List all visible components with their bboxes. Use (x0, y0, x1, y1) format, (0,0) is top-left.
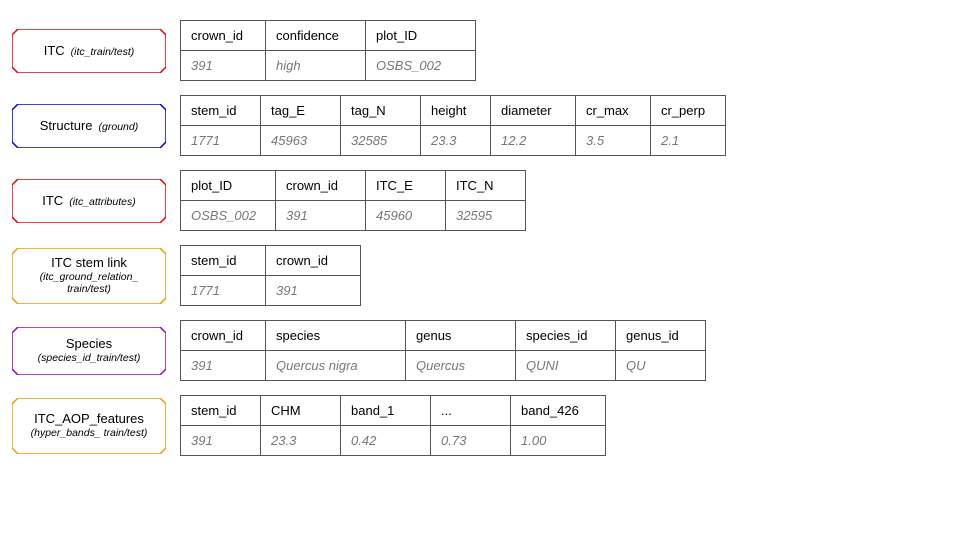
schema-row: ITC stem link(itc_ground_relation_ train… (12, 245, 940, 306)
cell-value: 0.42 (341, 426, 431, 456)
cell-value: 1771 (181, 126, 261, 156)
entity-table: crown_idconfidenceplot_ID 391highOSBS_002 (180, 20, 476, 81)
entity-label-box: Species(species_id_train/test) (12, 327, 166, 375)
column-header: species (266, 321, 406, 351)
column-header: stem_id (181, 396, 261, 426)
schema-diagram: ITC(itc_train/test)crown_idconfidenceplo… (12, 20, 940, 456)
entity-label-box: ITC (itc_attributes) (12, 179, 166, 223)
cell-value: 1.00 (511, 426, 606, 456)
column-header: ITC_E (366, 171, 446, 201)
column-header: stem_id (181, 246, 266, 276)
cell-value: Quercus nigra (266, 351, 406, 381)
column-header: confidence (266, 21, 366, 51)
column-header: stem_id (181, 96, 261, 126)
cell-value: OSBS_002 (366, 51, 476, 81)
schema-row: ITC_AOP_features(hyper_bands_ train/test… (12, 395, 940, 456)
cell-value: QU (616, 351, 706, 381)
cell-value: 23.3 (261, 426, 341, 456)
cell-value: Quercus (406, 351, 516, 381)
column-header: crown_id (181, 21, 266, 51)
entity-title: ITC stem link (51, 255, 127, 271)
entity-title: ITC_AOP_features (34, 411, 144, 427)
cell-value: 45960 (366, 201, 446, 231)
entity-title: ITC (42, 193, 63, 209)
entity-subtitle: (itc_attributes) (69, 196, 136, 209)
entity-label-box: ITC stem link(itc_ground_relation_ train… (12, 248, 166, 304)
cell-value: 2.1 (651, 126, 726, 156)
cell-value: 0.73 (431, 426, 511, 456)
cell-value: 391 (181, 51, 266, 81)
column-header: tag_N (341, 96, 421, 126)
column-header: diameter (491, 96, 576, 126)
cell-value: 391 (181, 426, 261, 456)
column-header: tag_E (261, 96, 341, 126)
entity-table: stem_idCHMband_1...band_426 39123.30.420.… (180, 395, 606, 456)
column-header: band_1 (341, 396, 431, 426)
entity-subtitle: (hyper_bands_ train/test) (31, 427, 148, 440)
column-header: species_id (516, 321, 616, 351)
column-header: height (421, 96, 491, 126)
cell-value: 32585 (341, 126, 421, 156)
cell-value: 12.2 (491, 126, 576, 156)
column-header: cr_max (576, 96, 651, 126)
entity-label-box: ITC_AOP_features(hyper_bands_ train/test… (12, 398, 166, 454)
entity-table: stem_idcrown_id1771391 (180, 245, 361, 306)
cell-value: 1771 (181, 276, 266, 306)
cell-value: 3.5 (576, 126, 651, 156)
column-header: crown_id (266, 246, 361, 276)
cell-value: OSBS_002 (181, 201, 276, 231)
column-header: plot_ID (366, 21, 476, 51)
cell-value: 45963 (261, 126, 341, 156)
cell-value: QUNI (516, 351, 616, 381)
cell-value: 391 (276, 201, 366, 231)
column-header: CHM (261, 396, 341, 426)
column-header: band_426 (511, 396, 606, 426)
column-header: plot_ID (181, 171, 276, 201)
column-header: crown_id (181, 321, 266, 351)
entity-title: Structure (40, 118, 93, 134)
cell-value: 391 (181, 351, 266, 381)
cell-value: 23.3 (421, 126, 491, 156)
entity-label-box: Structure (ground) (12, 104, 166, 148)
column-header: ... (431, 396, 511, 426)
entity-table: plot_IDcrown_idITC_EITC_N OSBS_0023914596… (180, 170, 526, 231)
entity-title: Species (66, 336, 112, 352)
cell-value: 391 (266, 276, 361, 306)
entity-label-box: ITC (itc_train/test) (12, 29, 166, 73)
schema-row: Structure (ground) stem_idtag_Etag_Nheight… (12, 95, 940, 156)
entity-title: ITC (44, 43, 65, 59)
entity-table: stem_idtag_Etag_Nheightdiametercr_maxcr_… (180, 95, 726, 156)
column-header: genus_id (616, 321, 706, 351)
column-header: crown_id (276, 171, 366, 201)
cell-value: 32595 (446, 201, 526, 231)
column-header: genus (406, 321, 516, 351)
schema-row: ITC (itc_train/test) crown_idconfidenceplo… (12, 20, 940, 81)
schema-row: ITC(itc_attributes)plot_IDcrown_idITC_EI… (12, 170, 940, 231)
column-header: cr_perp (651, 96, 726, 126)
cell-value: high (266, 51, 366, 81)
entity-subtitle: (ground) (99, 121, 139, 134)
entity-subtitle: (itc_train/test) (71, 46, 135, 59)
entity-table: crown_idspeciesgenusspecies_idgenus_id 39… (180, 320, 706, 381)
column-header: ITC_N (446, 171, 526, 201)
entity-subtitle: (itc_ground_relation_ train/test) (20, 271, 158, 296)
schema-row: Species(species_id_train/test)crown_idsp… (12, 320, 940, 381)
entity-subtitle: (species_id_train/test) (38, 352, 141, 365)
